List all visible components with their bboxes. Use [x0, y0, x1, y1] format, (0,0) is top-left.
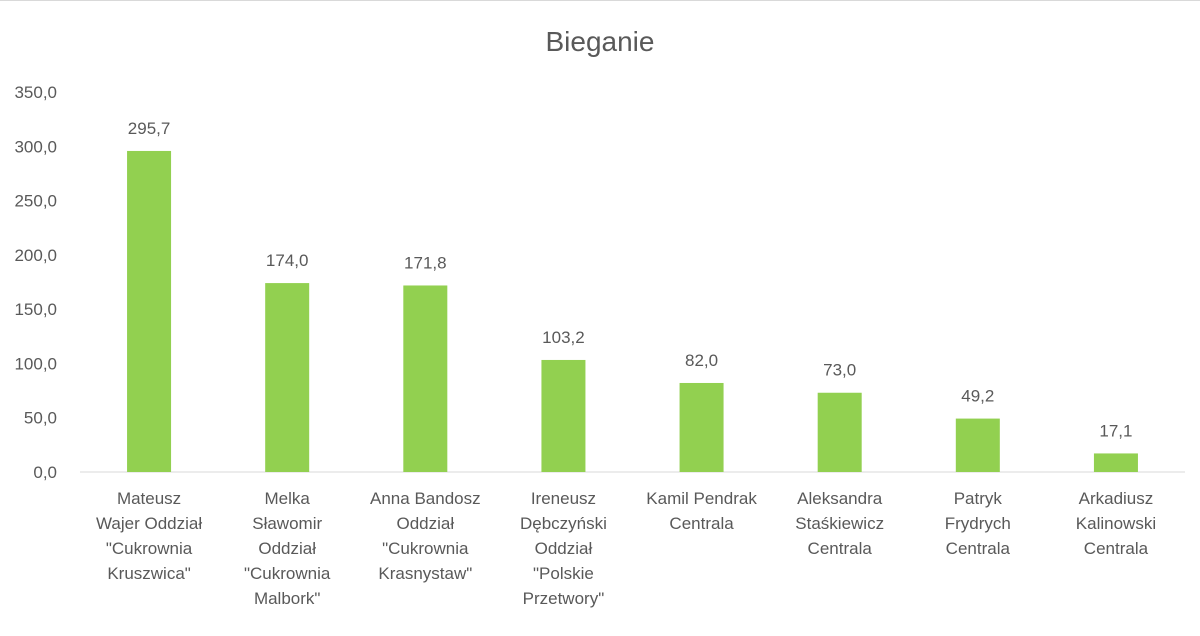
data-label: 103,2: [542, 328, 585, 347]
bar: [955, 418, 1000, 472]
bar: [403, 285, 448, 472]
y-tick-label: 200,0: [14, 246, 57, 265]
category-label: Mateusz Wajer Oddział "Cukrownia Kruszwica": [96, 489, 202, 583]
y-tick-label: 100,0: [14, 354, 57, 373]
category-label: Anna Bandosz Oddział "Cukrownia Krasnystaw": [370, 489, 481, 583]
category-label: Ireneusz Dębczyński Oddział "Polskie Przetwo…: [520, 489, 607, 608]
y-axis: 0,0 50,0 100,0 150,0 200,0 250,0 300,0 350,0: [14, 83, 57, 482]
category-labels: Mateusz Wajer Oddział "Cukrownia Kruszwica"…: [96, 489, 1156, 608]
chart-title: Bieganie: [546, 26, 655, 57]
category-label: Arkadiusz Kalinowski Centrala: [1076, 489, 1156, 558]
y-tick-label: 250,0: [14, 192, 57, 211]
data-label: 49,2: [961, 387, 994, 406]
category-label: Patryk Frydrych Centrala: [945, 489, 1011, 558]
data-label: 82,0: [685, 351, 718, 370]
y-tick-label: 350,0: [14, 83, 57, 102]
category-label: Kamil Pendrak Centrala: [646, 489, 757, 533]
bar: [265, 283, 310, 472]
data-label: 73,0: [823, 361, 856, 380]
category-label: Aleksandra Staśkiewicz Centrala: [795, 489, 884, 558]
y-tick-label: 300,0: [14, 137, 57, 156]
data-label: 17,1: [1099, 421, 1132, 440]
category-label: Melka Sławomir Oddział "Cukrownia Malbork": [244, 489, 331, 608]
data-labels: 295,7 174,0 171,8 103,2 82,0 73,0 49,2 17,1: [128, 119, 1133, 440]
data-label: 171,8: [404, 253, 447, 272]
bar: [817, 392, 862, 472]
y-tick-label: 150,0: [14, 300, 57, 319]
y-tick-label: 50,0: [24, 409, 57, 428]
bar: [541, 359, 586, 472]
bar: [1093, 453, 1138, 472]
bar: [679, 382, 724, 472]
bar: [127, 150, 172, 472]
data-label: 295,7: [128, 119, 171, 138]
y-tick-label: 0,0: [33, 463, 57, 482]
data-label: 174,0: [266, 251, 309, 270]
bars: [127, 150, 1138, 472]
